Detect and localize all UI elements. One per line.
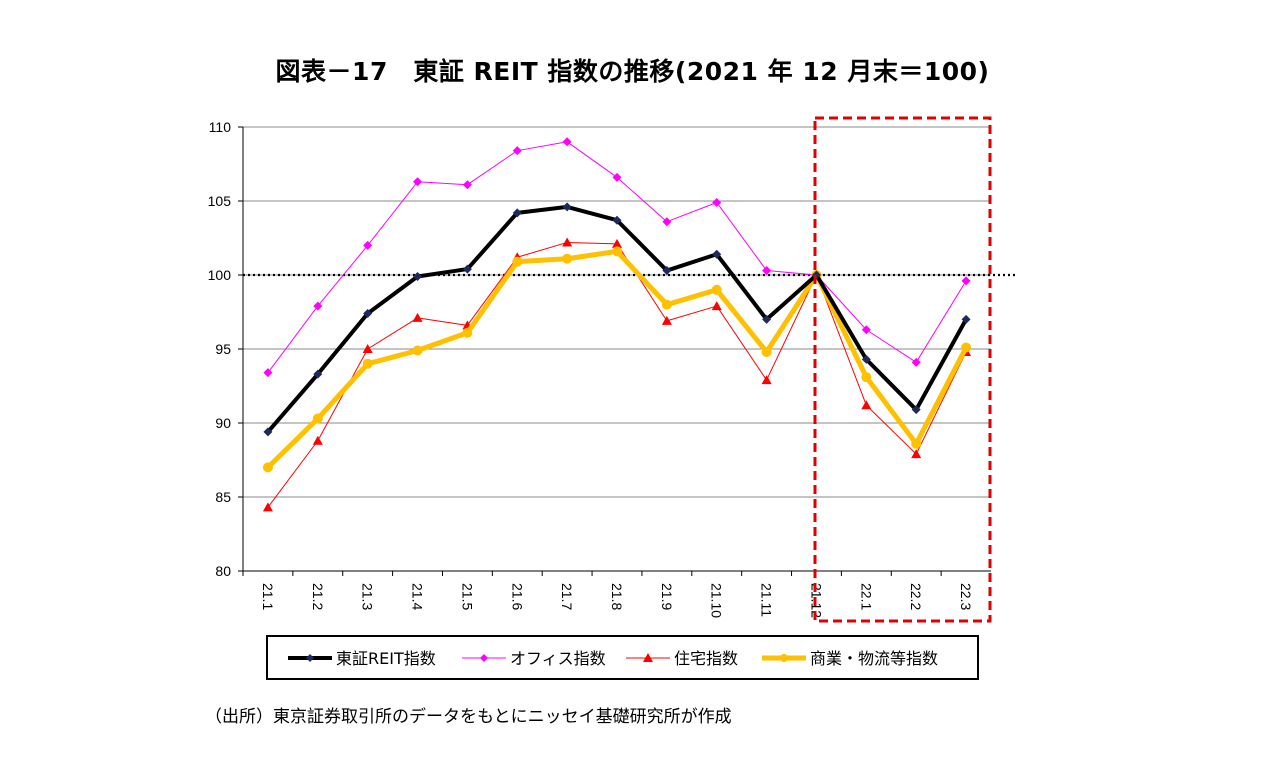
legend [266, 635, 979, 680]
x-tick-label: 22.3 [958, 583, 974, 610]
x-tick-label: 21.2 [310, 583, 326, 610]
x-tick-label: 22.1 [858, 583, 874, 610]
data-point [512, 208, 522, 218]
series-line-2 [267, 241, 967, 508]
data-point [462, 327, 473, 338]
data-point [911, 438, 922, 449]
legend-label: 商業・物流等指数 [810, 649, 938, 668]
data-point [961, 342, 972, 353]
x-tick-label: 21.5 [459, 583, 475, 610]
data-point [412, 345, 423, 356]
data-point [711, 284, 722, 295]
x-tick-label: 21.8 [609, 583, 625, 610]
data-point [562, 237, 573, 247]
data-point [662, 217, 672, 227]
data-point [512, 146, 522, 156]
highlight-box [813, 116, 992, 623]
y-tick-label: 105 [208, 193, 232, 209]
data-point [662, 266, 672, 276]
data-point [362, 358, 373, 369]
legend-marker [780, 654, 788, 662]
data-point [312, 413, 323, 424]
data-point [661, 315, 672, 325]
data-point [761, 375, 772, 385]
data-point [462, 264, 472, 274]
data-point [861, 400, 872, 410]
data-point [363, 240, 373, 250]
data-point [861, 325, 871, 335]
x-tick-label: 21.4 [410, 583, 426, 610]
data-point [612, 246, 622, 257]
y-tick-label: 100 [208, 267, 232, 283]
x-tick-label: 21.1 [260, 583, 276, 610]
data-point [762, 266, 772, 276]
data-point [612, 238, 622, 248]
x-tick-label: 21.7 [559, 583, 575, 610]
data-point [462, 180, 472, 190]
data-point [711, 301, 722, 311]
data-point [313, 301, 323, 311]
legend-label: オフィス指数 [510, 649, 606, 668]
legend-label: 住宅指数 [674, 649, 738, 668]
legend-marker [643, 653, 653, 662]
data-point [562, 202, 572, 212]
chart-title: 図表－17 東証 REIT 指数の推移(2021 年 12 月末＝100) [275, 57, 990, 86]
data-point [313, 369, 323, 379]
data-point [911, 405, 921, 415]
data-point [263, 427, 273, 437]
x-tick-label: 21.9 [659, 583, 675, 610]
legend-marker [306, 654, 314, 662]
data-point [512, 256, 523, 267]
data-point [413, 177, 423, 187]
legend-label: 東証REIT指数 [336, 649, 436, 668]
y-tick-label: 80 [215, 563, 231, 579]
y-tick-label: 110 [209, 119, 232, 135]
data-point [612, 172, 622, 182]
data-point [562, 137, 572, 147]
data-point [412, 312, 423, 322]
data-point [762, 314, 772, 324]
data-point [262, 502, 273, 512]
x-tick-label: 21.6 [509, 583, 525, 610]
y-tick-label: 95 [215, 341, 231, 357]
data-point [861, 354, 871, 364]
data-point [712, 249, 722, 259]
data-point [861, 372, 872, 383]
data-point [362, 344, 373, 353]
data-point [312, 435, 323, 445]
source-note: （出所）東京証券取引所のデータをもとにニッセイ基礎研究所が作成 [205, 707, 732, 727]
data-point [562, 253, 573, 264]
data-point [413, 271, 423, 281]
x-tick-label: 21.11 [759, 583, 775, 617]
x-tick-label: 22.2 [908, 583, 924, 610]
data-point [363, 308, 373, 318]
data-point [262, 462, 273, 473]
data-point [911, 357, 921, 367]
y-tick-label: 90 [215, 415, 231, 431]
data-point [612, 215, 622, 225]
data-point [761, 346, 772, 357]
data-point [911, 449, 922, 459]
data-point [961, 276, 971, 286]
y-tick-label: 85 [215, 489, 231, 505]
series-line-3 [266, 248, 969, 470]
legend-marker [480, 654, 488, 662]
data-point [661, 299, 672, 310]
data-point [961, 314, 971, 324]
x-tick-label: 21.10 [709, 583, 725, 618]
line-chart: 80 85 90 95 100 105 110 21.1 21.2 21.3 21.4 21.5 21.… [208, 116, 1018, 680]
data-point [263, 368, 273, 378]
data-point [712, 197, 722, 207]
x-tick-label: 21.3 [360, 583, 376, 610]
